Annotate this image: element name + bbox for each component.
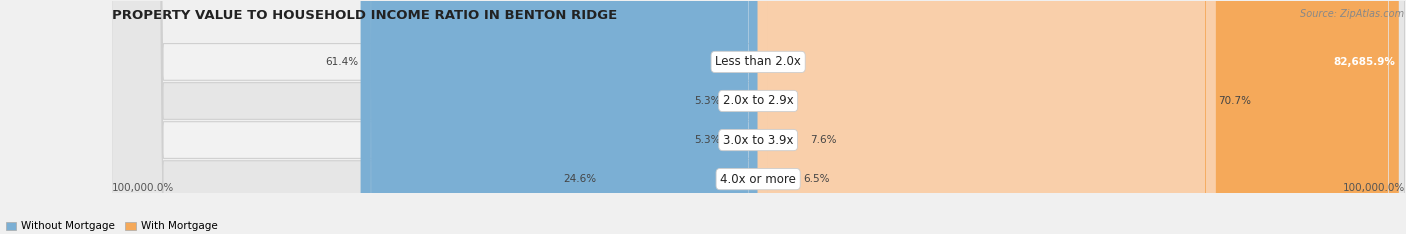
- Text: Less than 2.0x: Less than 2.0x: [716, 55, 801, 68]
- Text: 4.0x or more: 4.0x or more: [720, 173, 796, 186]
- Text: PROPERTY VALUE TO HOUSEHOLD INCOME RATIO IN BENTON RIDGE: PROPERTY VALUE TO HOUSEHOLD INCOME RATIO…: [111, 9, 617, 22]
- FancyBboxPatch shape: [111, 0, 1405, 234]
- FancyBboxPatch shape: [360, 0, 759, 234]
- Text: 3.0x to 3.9x: 3.0x to 3.9x: [723, 134, 793, 146]
- Text: Source: ZipAtlas.com: Source: ZipAtlas.com: [1301, 9, 1405, 19]
- FancyBboxPatch shape: [111, 0, 1405, 234]
- Text: 24.6%: 24.6%: [562, 174, 596, 184]
- FancyBboxPatch shape: [758, 0, 1399, 234]
- FancyBboxPatch shape: [758, 0, 1216, 234]
- Text: 5.3%: 5.3%: [695, 135, 721, 145]
- Text: 82,685.9%: 82,685.9%: [1333, 57, 1395, 67]
- Text: 2.0x to 2.9x: 2.0x to 2.9x: [723, 95, 793, 107]
- Text: 6.5%: 6.5%: [803, 174, 830, 184]
- Text: 61.4%: 61.4%: [325, 57, 359, 67]
- FancyBboxPatch shape: [758, 0, 808, 234]
- FancyBboxPatch shape: [723, 0, 759, 234]
- FancyBboxPatch shape: [111, 0, 1405, 234]
- Text: 100,000.0%: 100,000.0%: [111, 183, 174, 193]
- Text: 70.7%: 70.7%: [1219, 96, 1251, 106]
- Text: 7.6%: 7.6%: [810, 135, 837, 145]
- Legend: Without Mortgage, With Mortgage: Without Mortgage, With Mortgage: [1, 217, 222, 234]
- Text: 100,000.0%: 100,000.0%: [1343, 183, 1405, 193]
- FancyBboxPatch shape: [111, 0, 1405, 234]
- FancyBboxPatch shape: [599, 0, 759, 234]
- FancyBboxPatch shape: [723, 0, 759, 234]
- FancyBboxPatch shape: [758, 0, 801, 234]
- Text: 5.3%: 5.3%: [695, 96, 721, 106]
